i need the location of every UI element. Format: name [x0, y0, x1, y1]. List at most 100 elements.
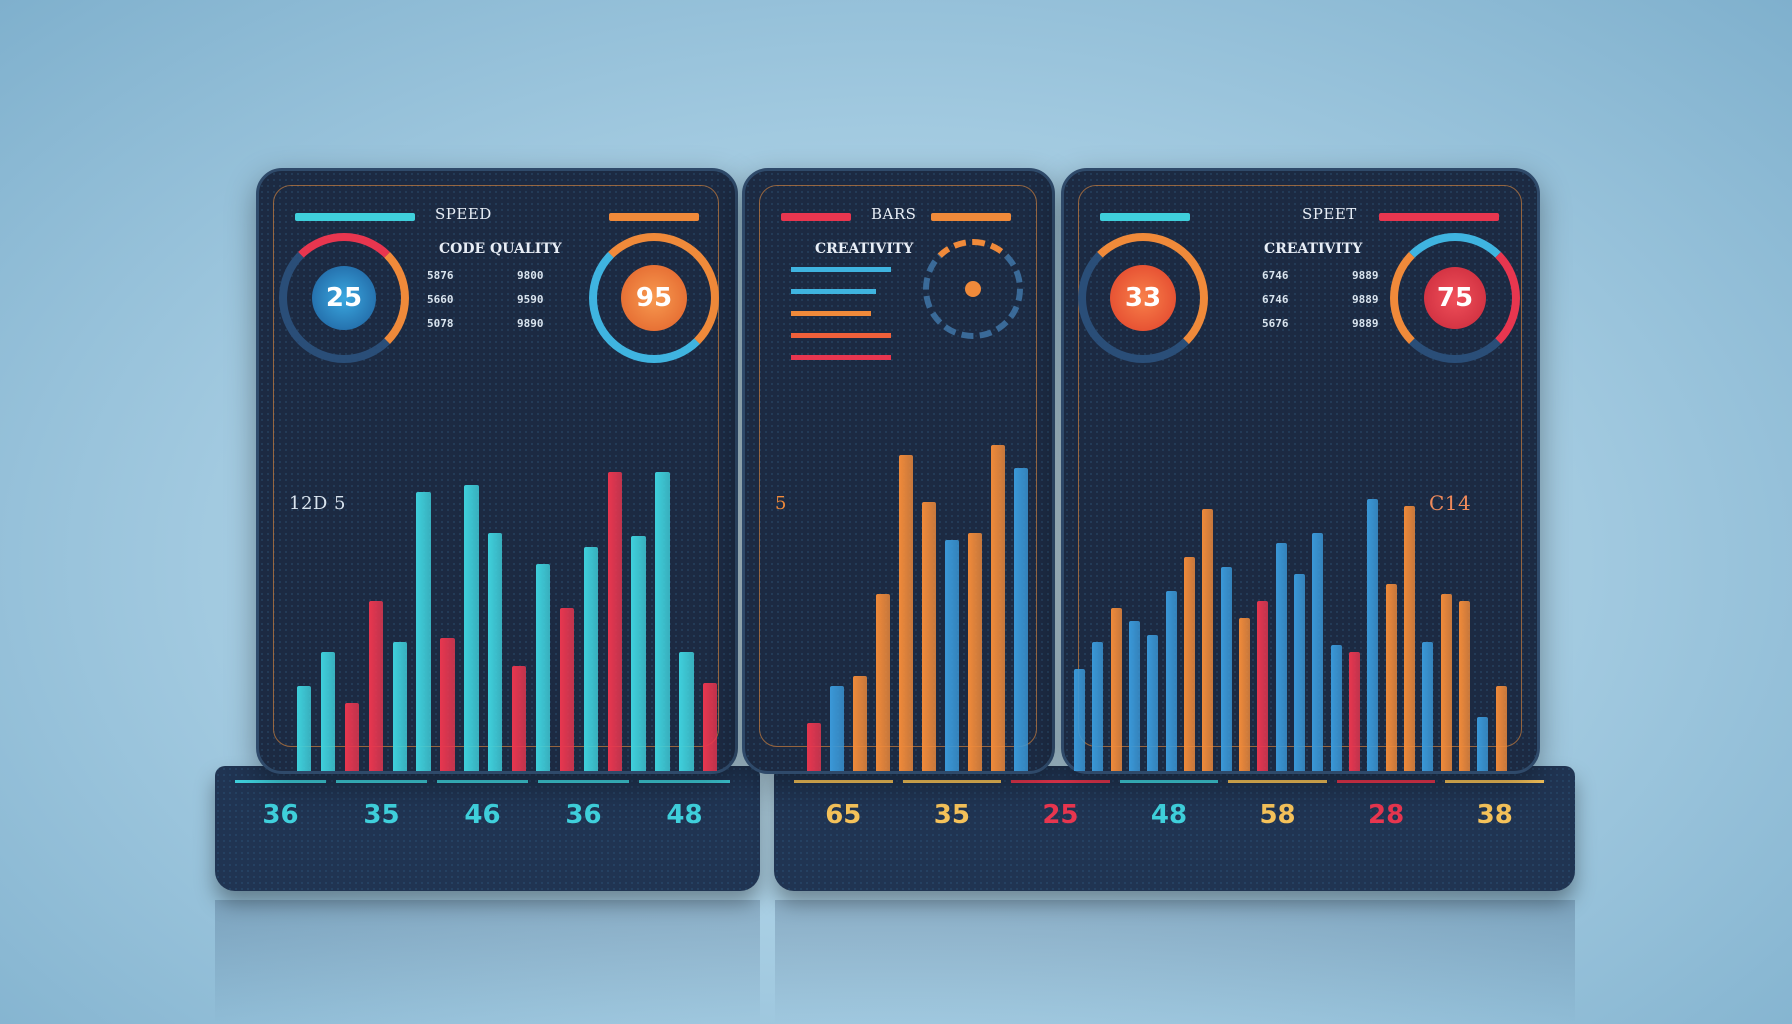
gauge-value: 25: [312, 266, 376, 330]
stat-value: 9889: [1352, 293, 1379, 306]
bar: [1110, 607, 1122, 771]
tick-line: [1119, 780, 1219, 783]
bar: [1385, 584, 1397, 771]
stat-value: 9590: [517, 293, 544, 306]
gauge-value: 95: [621, 265, 687, 331]
bar: [1495, 686, 1507, 771]
bar: [1014, 468, 1028, 771]
tick-line: [336, 780, 427, 783]
panel-border: [759, 185, 1037, 747]
side-label: 12D 5: [289, 493, 347, 514]
panel-header: SPEET: [1302, 205, 1357, 223]
metric-value: 48: [1150, 800, 1188, 830]
tick-line: [1445, 780, 1544, 783]
tick-line: [902, 780, 1002, 783]
stat-value: 6746: [1262, 293, 1289, 306]
bar: [1165, 590, 1177, 771]
bar: [1349, 652, 1360, 771]
tick-line: [235, 780, 326, 783]
bar: [1440, 594, 1452, 771]
tick-line: [1011, 780, 1110, 783]
bar: [559, 607, 575, 771]
metric-value: 36: [565, 800, 602, 830]
gauge-right: 75: [1390, 233, 1520, 363]
stat-value: 6746: [1262, 269, 1289, 282]
bar: [297, 686, 312, 771]
gauge-right: 95: [589, 233, 719, 363]
bar: [679, 652, 694, 771]
metric-value: 36: [262, 800, 299, 830]
bar: [512, 665, 527, 771]
bar: [583, 546, 598, 771]
bar: [1294, 573, 1305, 771]
side-label: C14: [1429, 491, 1472, 515]
bar: [392, 641, 407, 771]
bar: [607, 471, 622, 771]
panel-right: SPEET CREATIVITY 33 75 C14 6746 9889 6746 9…: [1061, 168, 1540, 774]
bar: [991, 444, 1005, 771]
panel-subtitle: CREATIVITY: [1264, 241, 1363, 257]
bar: [1330, 645, 1342, 771]
bar-chart: [1074, 411, 1514, 771]
bar: [1074, 669, 1085, 771]
stat-value: 5660: [427, 293, 454, 306]
side-number: 5: [775, 493, 787, 514]
metric-value: 38: [1476, 800, 1513, 830]
bar: [945, 539, 959, 771]
bar: [631, 536, 646, 771]
gauge-left: 25: [279, 233, 409, 363]
metric-value: 35: [933, 800, 970, 830]
bar: [1459, 601, 1470, 771]
metric-value: 58: [1259, 800, 1296, 830]
stat-value: 9889: [1352, 317, 1379, 330]
header-strip: [1100, 213, 1190, 221]
bar: [440, 638, 455, 771]
bar: [1220, 567, 1232, 771]
panel-header: BARS: [871, 205, 917, 223]
panel-middle: BARS CREATIVITY 5: [742, 168, 1055, 774]
base-right: 65 35 25 48 58 28 38: [774, 766, 1575, 891]
gauge-value: 33: [1110, 265, 1176, 331]
bar: [922, 502, 936, 771]
bar: [344, 703, 360, 771]
reflection: [215, 900, 760, 1024]
bar: [1129, 621, 1140, 771]
metric-value: 28: [1368, 800, 1405, 830]
bar-chart: [807, 411, 1037, 771]
bar: [1312, 533, 1324, 771]
bar: [368, 601, 383, 771]
bar-chart: [297, 411, 727, 771]
metric-value: 48: [666, 800, 703, 830]
bar: [1239, 618, 1250, 771]
metric-value: 46: [464, 800, 501, 830]
panel-left: SPEED CODE QUALITY 25 95 12D 5 5876 9800 5…: [256, 168, 738, 774]
bar: [1275, 543, 1287, 771]
tick-line: [437, 780, 528, 783]
stat-value: 5876: [427, 269, 454, 282]
bar: [535, 563, 551, 771]
header-strip: [781, 213, 851, 221]
stat-value: 5676: [1262, 317, 1289, 330]
bar: [320, 652, 336, 771]
horizontal-bars: [791, 263, 901, 373]
panel-subtitle: CREATIVITY: [815, 241, 914, 257]
header-strip: [295, 213, 415, 221]
metric-value: 35: [363, 800, 400, 830]
bar: [488, 533, 503, 771]
stat-value: 9890: [517, 317, 544, 330]
stat-value: 9889: [1352, 269, 1379, 282]
stat-value: 9800: [517, 269, 544, 282]
bar: [1404, 505, 1415, 771]
tick-line: [639, 780, 730, 783]
tick-line: [794, 780, 893, 783]
bar: [464, 485, 479, 771]
panel-subtitle: CODE QUALITY: [439, 241, 562, 257]
bar: [899, 454, 913, 771]
bar: [703, 682, 718, 771]
bar: [1257, 601, 1269, 771]
panel-header: SPEED: [435, 205, 492, 223]
bar: [807, 723, 821, 771]
bar: [830, 686, 844, 771]
bar: [655, 471, 670, 771]
bar: [968, 533, 982, 771]
